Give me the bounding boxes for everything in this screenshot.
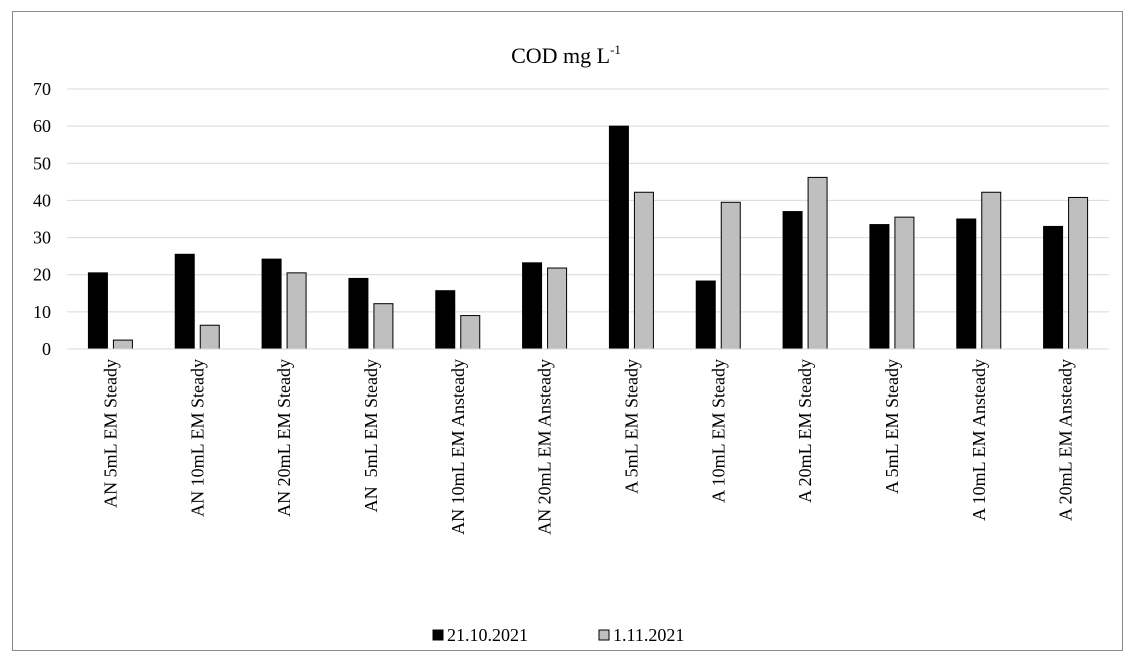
x-category-label: A 20mL EM Ansteady (1056, 359, 1076, 521)
x-category-label: A 5mL EM Steady (621, 359, 641, 494)
y-tick-label: 30 (33, 228, 51, 248)
y-axis-ticks: 0 10 20 30 40 50 60 70 (33, 79, 51, 359)
x-category-label: AN 20mL EM Steady (274, 359, 294, 517)
x-category-label: A 10mL EM Steady (708, 359, 728, 503)
x-category-label: AN 20mL EM Ansteady (535, 359, 555, 535)
bar-series-1 (261, 258, 282, 350)
bar-series-1 (1043, 225, 1064, 350)
bar-series-1 (869, 224, 890, 350)
x-category-label: A 5mL EM Steady (882, 359, 902, 494)
x-category-label: AN 5mL EM Steady (100, 359, 120, 508)
y-tick-label: 70 (33, 79, 51, 99)
bar-series-2 (633, 191, 654, 350)
x-category-label: AN 5mL EM Steady (361, 359, 381, 512)
chart-title: COD mg L-1 (511, 42, 621, 68)
legend-label-series-2: 1.11.2021 (613, 625, 684, 645)
bar-series-2 (199, 324, 220, 350)
bar-series-1 (174, 253, 195, 350)
bar-series-1 (348, 277, 369, 350)
bar-series-2 (547, 267, 568, 350)
legend-label-series-1: 21.10.2021 (447, 625, 528, 645)
x-category-label: A 20mL EM Steady (795, 359, 815, 503)
bar-series-2 (894, 216, 915, 350)
y-tick-label: 20 (33, 265, 51, 285)
y-tick-label: 60 (33, 116, 51, 136)
bar-series-2 (460, 315, 481, 350)
bar-series-2 (112, 339, 133, 350)
gridlines (67, 88, 1109, 313)
x-category-label: AN 10mL EM Ansteady (448, 359, 468, 535)
bar-series-2 (720, 201, 741, 350)
bar-series-1 (695, 280, 716, 350)
bar-series-2 (286, 272, 307, 350)
bar-series-1 (782, 211, 803, 350)
bar-series-1 (435, 290, 456, 350)
y-tick-label: 10 (33, 302, 51, 322)
bar-series-1 (87, 272, 108, 350)
bar-chart: COD mg L-1 0 10 20 30 40 50 60 70 AN 5mL EM Ste… (33, 42, 1109, 645)
bar-series-1 (608, 125, 629, 350)
bar-series-2 (981, 191, 1002, 350)
legend: 21.10.2021 1.11.2021 (432, 625, 684, 645)
y-tick-label: 0 (42, 339, 51, 359)
legend-swatch-series-1 (432, 629, 444, 641)
x-axis-categories: AN 5mL EM Steady AN 10mL EM Steady AN 20mL… (100, 359, 1075, 535)
x-category-label: AN 10mL EM Steady (187, 359, 207, 517)
legend-swatch-series-2 (598, 629, 610, 641)
chart-frame: COD mg L-1 0 10 20 30 40 50 60 70 AN 5mL EM Ste… (12, 11, 1123, 651)
y-tick-label: 50 (33, 153, 51, 173)
bar-series-2 (807, 176, 828, 350)
bar-series-2 (373, 303, 394, 350)
y-tick-label: 40 (33, 190, 51, 210)
bar-series-1 (956, 218, 977, 350)
bar-series-2 (1068, 196, 1089, 350)
x-category-label: A 10mL EM Ansteady (969, 359, 989, 521)
bar-series-1 (522, 262, 543, 350)
